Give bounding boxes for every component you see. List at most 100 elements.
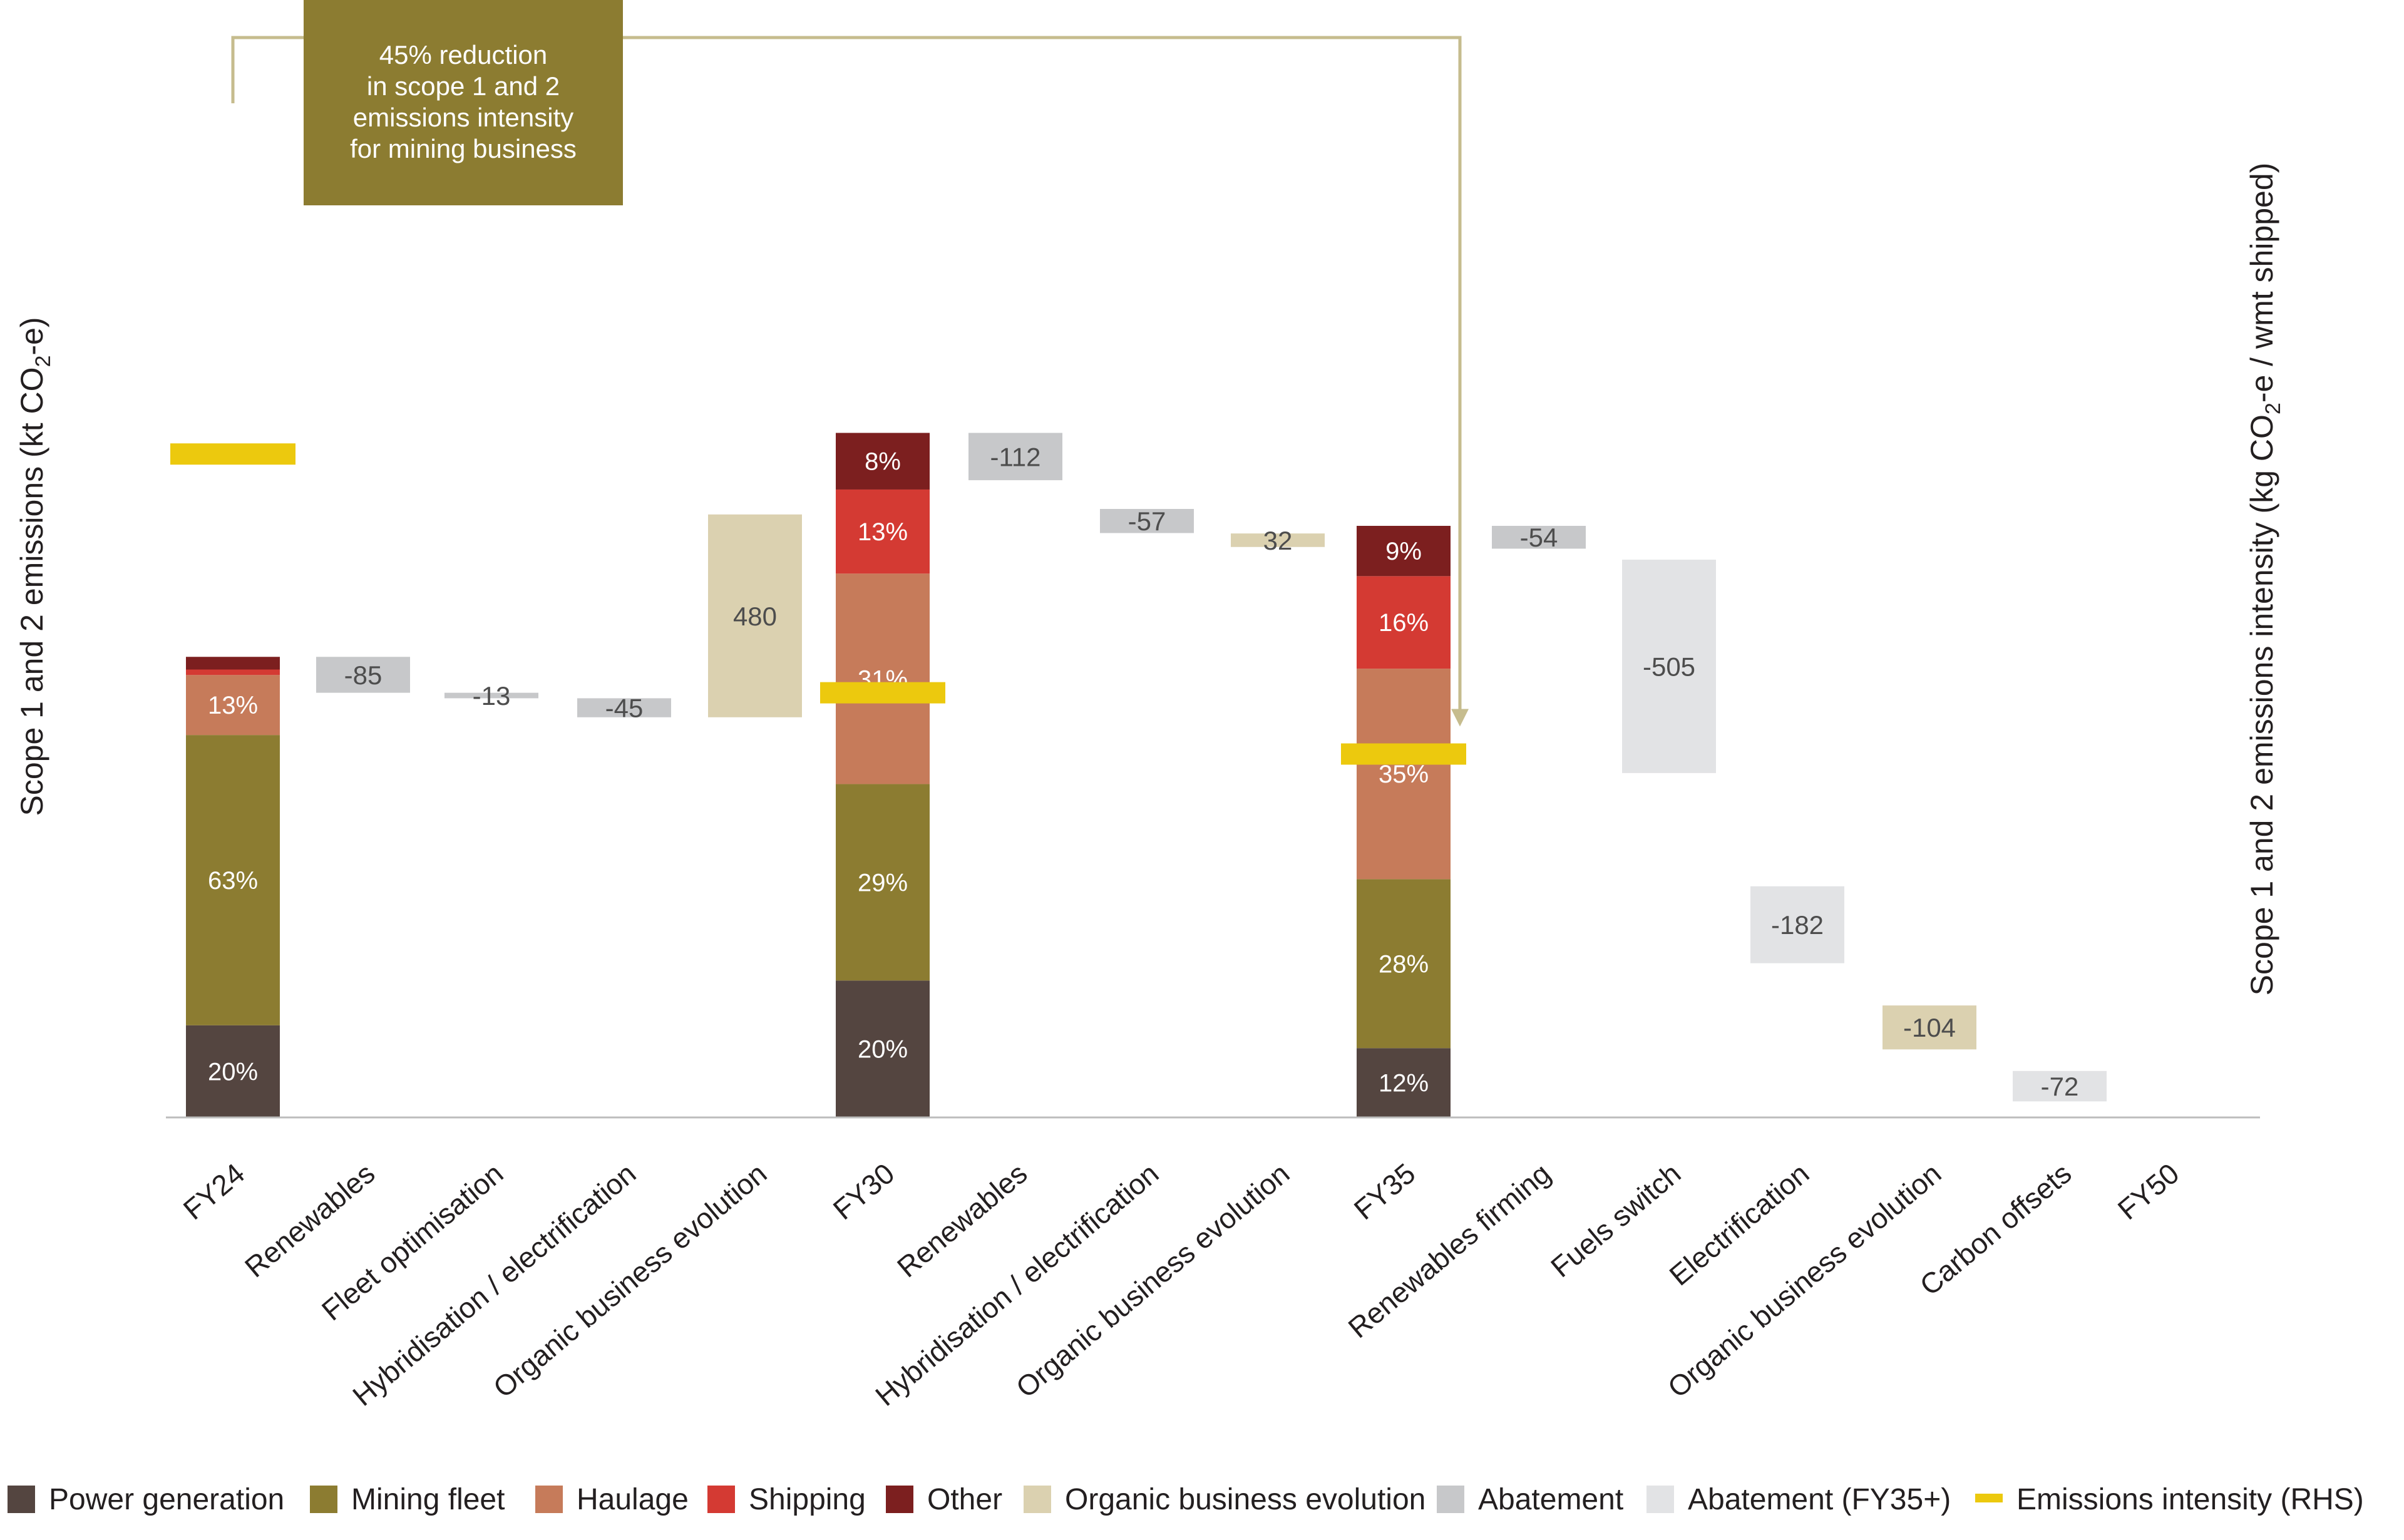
step-value-label: 32	[1263, 526, 1293, 555]
bar-segment-fy35-haulage	[1357, 669, 1451, 880]
bar-segment-fy35-power-generation	[1357, 1048, 1451, 1117]
intensity-markers-layer	[170, 443, 1466, 765]
step-bar	[1100, 509, 1194, 533]
y2-axis-label: Scope 1 and 2 emissions intensity (kg CO…	[2244, 163, 2285, 996]
y2-axis-label-part: 2	[2261, 403, 2285, 414]
legend-swatch	[1437, 1486, 1464, 1513]
legend-label: Shipping	[749, 1483, 866, 1516]
y2-axis-label-part: -e / wmt shipped)	[2244, 163, 2279, 403]
legend-swatch	[886, 1486, 913, 1513]
legend-label: Organic business evolution	[1065, 1483, 1425, 1516]
legend-label: Other	[927, 1483, 1002, 1516]
y-axis-label-part: 2	[31, 356, 55, 367]
legend-swatch	[707, 1486, 735, 1513]
x-tick-label: FY30	[827, 1157, 901, 1226]
annotation-connector-line	[231, 36, 1462, 720]
legend-item: Other	[886, 1483, 1002, 1516]
segment-pct-label: 8%	[865, 448, 901, 476]
bar-segment-fy35-mining-fleet	[1357, 879, 1451, 1049]
segment-pct-label: 35%	[1379, 761, 1429, 788]
segment-pct-label: 16%	[1379, 609, 1429, 637]
bar-segment-fy30-power-generation	[836, 980, 930, 1117]
x-tick-label: FY50	[2112, 1157, 2186, 1226]
step-value-label: -45	[605, 694, 644, 723]
step-value-label: -104	[1903, 1013, 1956, 1042]
step-value-label: -72	[2041, 1072, 2079, 1101]
step-value-label: -182	[1771, 910, 1824, 940]
bar-segment-fy30-mining-fleet	[836, 784, 930, 981]
step-value-label: -13	[473, 681, 511, 711]
y-axis-label: Scope 1 and 2 emissions (kt CO2-e)	[14, 317, 55, 816]
legend-label: Power generation	[49, 1483, 284, 1516]
step-bar	[316, 657, 410, 693]
step-bar	[1622, 560, 1716, 773]
bar-segment-fy35-shipping	[1357, 576, 1451, 669]
legend-label: Abatement (FY35+)	[1688, 1483, 1951, 1516]
bar-segment-fy24-other	[186, 657, 280, 670]
step-value-label: -54	[1520, 523, 1558, 552]
annotation-text: 45% reduction	[379, 40, 548, 69]
step-value-label: 480	[733, 602, 777, 631]
axes-layer: Scope 1 and 2 emissions (kt CO2-e)Scope …	[14, 163, 2285, 1119]
segment-pct-label: 12%	[1379, 1070, 1429, 1097]
legend-swatch	[1024, 1486, 1051, 1513]
step-bar	[577, 698, 671, 717]
legend-label: Emissions intensity (RHS)	[2016, 1483, 2364, 1516]
step-value-label: -85	[344, 660, 383, 690]
annotation-text: emissions intensity	[353, 103, 573, 132]
x-tick-label: Organic business evolution	[1662, 1157, 1948, 1404]
legend-label: Abatement	[1478, 1483, 1623, 1516]
bar-segment-fy24-power-generation	[186, 1025, 280, 1117]
legend-swatch	[310, 1486, 337, 1513]
bar-segment-fy30-haulage	[836, 573, 930, 784]
y-axis-label-part: Scope 1 and 2 emissions (kt CO	[14, 367, 49, 816]
step-bar	[1883, 1005, 1976, 1050]
legend-item: Haulage	[535, 1483, 689, 1516]
legend-swatch	[1646, 1486, 1674, 1513]
annotation-box	[304, 0, 623, 205]
segment-pct-label: 63%	[208, 867, 258, 895]
bars-layer: 20%63%13%20%29%31%13%8%12%28%35%16%9%-85…	[186, 433, 2107, 1117]
bar-segment-fy24-mining-fleet	[186, 735, 280, 1025]
legend-item: Mining fleet	[310, 1483, 505, 1516]
segment-pct-label: 29%	[858, 869, 908, 896]
segment-pct-label: 13%	[858, 518, 908, 546]
segment-pct-label: 13%	[208, 692, 258, 719]
x-tick-label: Organic business evolution	[487, 1157, 773, 1404]
x-tick-label: FY24	[177, 1157, 251, 1226]
step-bar	[968, 433, 1062, 481]
segment-pct-label: 28%	[1379, 950, 1429, 978]
annotation-text: in scope 1 and 2	[367, 71, 560, 101]
legend-label: Mining fleet	[351, 1483, 505, 1516]
legend-swatch	[8, 1486, 35, 1513]
legend-item: Abatement (FY35+)	[1646, 1483, 1951, 1516]
bar-segment-fy30-shipping	[836, 489, 930, 574]
legend-item: Power generation	[8, 1483, 284, 1516]
segment-pct-label: 9%	[1385, 538, 1422, 565]
legend-item: Emissions intensity (RHS)	[1975, 1483, 2364, 1516]
legend-line-swatch	[1975, 1494, 2003, 1502]
bar-segment-fy24-haulage	[186, 675, 280, 736]
bar-segment-fy30-other	[836, 433, 930, 490]
x-tick-label: Renewables	[891, 1157, 1033, 1284]
segment-pct-label: 20%	[208, 1058, 258, 1086]
step-bar	[444, 692, 538, 699]
step-value-label: -112	[990, 442, 1041, 471]
step-bar	[708, 514, 802, 717]
segment-pct-label: 20%	[858, 1036, 908, 1064]
step-value-label: -505	[1643, 652, 1695, 681]
x-tick-label: FY35	[1348, 1157, 1422, 1226]
step-bar	[1231, 533, 1325, 547]
step-bar	[1750, 886, 1844, 963]
bar-segment-fy35-other	[1357, 526, 1451, 577]
annotation-text: for mining business	[350, 134, 577, 163]
legend-swatch	[535, 1486, 563, 1513]
y-axis-label-part: -e)	[14, 317, 49, 355]
annotation-arrowhead	[1451, 709, 1469, 727]
legend-label: Haulage	[577, 1483, 689, 1516]
legend-item: Shipping	[707, 1483, 866, 1516]
